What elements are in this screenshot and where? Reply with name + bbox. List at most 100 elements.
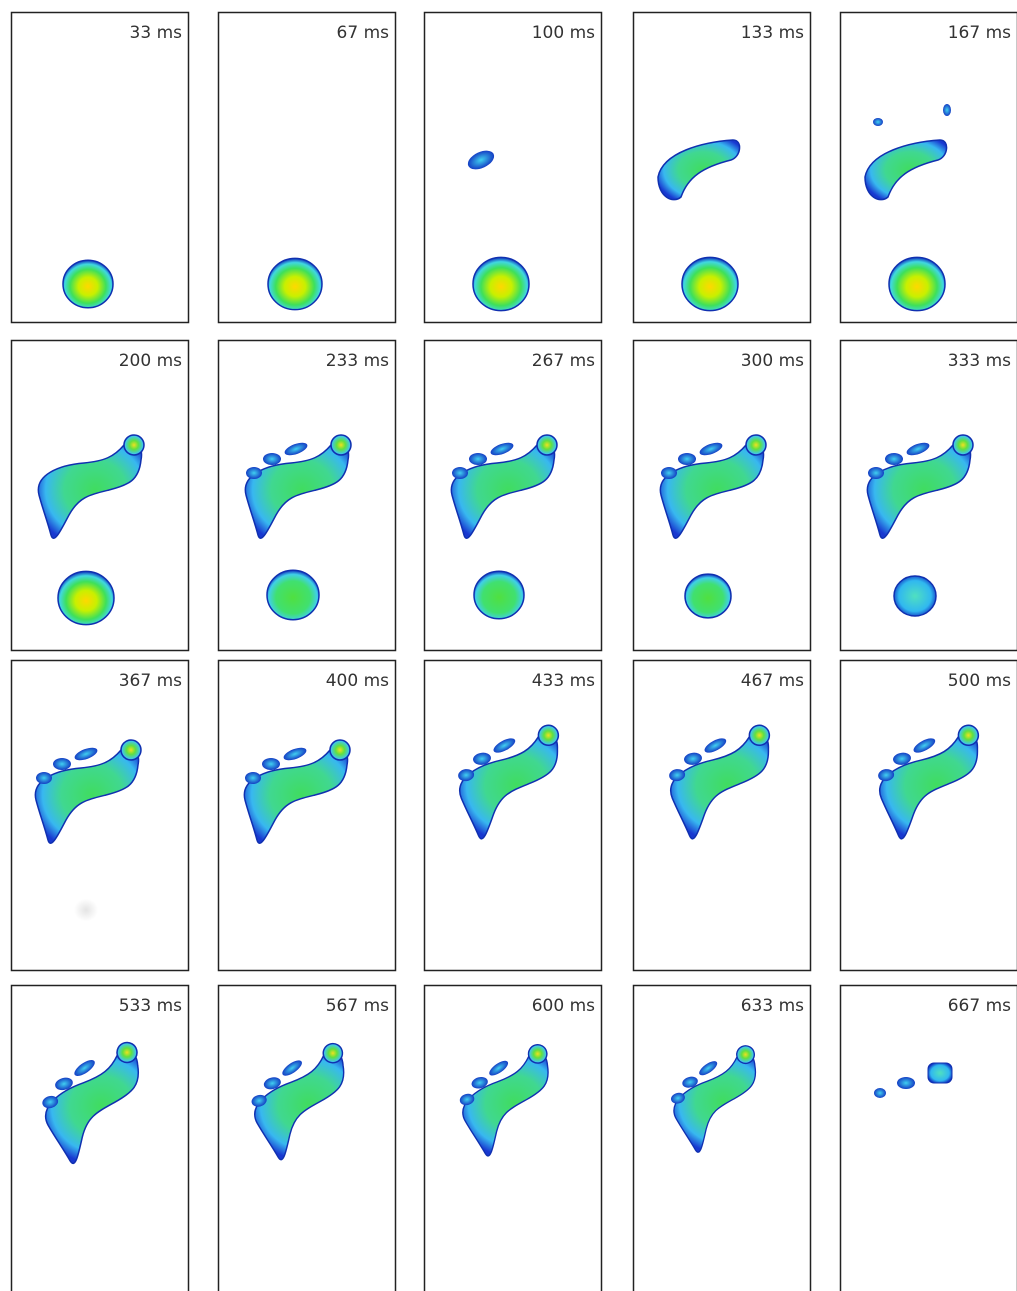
- frame: 200 ms: [10, 339, 190, 652]
- frame-image: [669, 724, 771, 840]
- forefoot-body: [34, 745, 140, 844]
- toe: [699, 442, 723, 456]
- forefoot-body: [243, 745, 349, 844]
- forefoot: [450, 434, 558, 539]
- heel: [473, 570, 525, 620]
- big-toe: [748, 724, 771, 747]
- heel: [472, 256, 530, 312]
- forefoot: [243, 739, 351, 844]
- frame-image: [251, 1042, 345, 1161]
- frame-image: [42, 1041, 140, 1164]
- toe: [263, 1077, 281, 1090]
- toe: [53, 758, 71, 770]
- big-toe: [123, 434, 145, 456]
- big-toe: [329, 739, 351, 761]
- big-toe: [952, 434, 974, 456]
- toe: [284, 442, 308, 456]
- toe: [74, 1059, 95, 1077]
- frame-image: [866, 434, 974, 617]
- frame-border: [217, 984, 397, 1291]
- toe: [36, 772, 52, 784]
- big-toe: [736, 1045, 755, 1065]
- toe: [885, 453, 903, 465]
- toe: [699, 1061, 718, 1076]
- frame: 233 ms: [217, 339, 397, 652]
- toe: [452, 467, 468, 479]
- heel: [681, 256, 739, 312]
- toe: [897, 1077, 915, 1089]
- toe: [263, 453, 281, 465]
- toe: [262, 758, 280, 770]
- frame: 567 ms: [217, 984, 397, 1291]
- forefoot-body: [459, 730, 559, 840]
- toe: [868, 467, 884, 479]
- forefoot: [866, 434, 974, 539]
- forefoot-body: [450, 440, 556, 539]
- toe: [878, 769, 895, 782]
- frame: 367 ms: [10, 659, 190, 972]
- frame-time: 233 ms: [326, 351, 389, 371]
- toe: [469, 453, 487, 465]
- big-toe: [957, 724, 980, 747]
- frame-image: [878, 724, 980, 840]
- frame-time: 567 ms: [326, 996, 389, 1016]
- toe: [678, 453, 696, 465]
- heel: [888, 256, 946, 312]
- forefoot: [671, 1045, 757, 1153]
- toe: [704, 738, 727, 753]
- frame-border: [839, 984, 1017, 1291]
- frame-time: 267 ms: [532, 351, 595, 371]
- toe: [682, 1076, 698, 1088]
- frame: 533 ms: [10, 984, 190, 1291]
- frame-image: [659, 434, 767, 619]
- frame-border: [423, 659, 603, 972]
- toe: [471, 1077, 488, 1089]
- forefoot-body: [657, 139, 741, 201]
- heel: [74, 898, 98, 922]
- frame-time: 500 ms: [948, 671, 1011, 691]
- frame-time: 533 ms: [119, 996, 182, 1016]
- frame-image: [267, 257, 323, 311]
- toe: [458, 769, 475, 782]
- forefoot: [878, 724, 980, 840]
- big-toe: [527, 1043, 548, 1064]
- forefoot: [669, 724, 771, 840]
- frame: 667 ms: [839, 984, 1017, 1291]
- forefoot-body: [673, 1050, 757, 1153]
- frame-border: [423, 984, 603, 1291]
- big-toe: [745, 434, 767, 456]
- forefoot-body: [45, 1048, 140, 1164]
- forefoot: [251, 1042, 345, 1161]
- forefoot: [459, 1043, 549, 1157]
- forefoot-body: [254, 1048, 345, 1161]
- big-toe: [116, 1041, 138, 1064]
- frame: 167 ms: [839, 11, 1017, 324]
- frame-time: 633 ms: [741, 996, 804, 1016]
- frame-image: [657, 139, 741, 312]
- forefoot-body: [670, 730, 770, 840]
- heel: [62, 259, 114, 309]
- heel: [684, 573, 732, 619]
- toe: [55, 1077, 73, 1091]
- heel: [267, 257, 323, 311]
- heel: [893, 575, 937, 617]
- frame-time: 400 ms: [326, 671, 389, 691]
- frame-image: [37, 434, 145, 626]
- frame-time: 333 ms: [948, 351, 1011, 371]
- forefoot: [37, 434, 145, 539]
- big-toe: [537, 724, 560, 747]
- frame-time: 667 ms: [948, 996, 1011, 1016]
- frame-image: [62, 259, 114, 309]
- frame-image: [874, 1062, 953, 1098]
- forefoot-body: [37, 440, 143, 539]
- forefoot: [244, 434, 352, 539]
- toe: [669, 769, 686, 782]
- frame: 500 ms: [839, 659, 1017, 972]
- frame-time: 33 ms: [130, 23, 183, 43]
- frame-border: [10, 984, 190, 1291]
- toe: [906, 442, 930, 456]
- frame-image: [459, 1043, 549, 1157]
- frame-image: [243, 739, 351, 844]
- frame-time: 133 ms: [741, 23, 804, 43]
- toe: [671, 1092, 685, 1104]
